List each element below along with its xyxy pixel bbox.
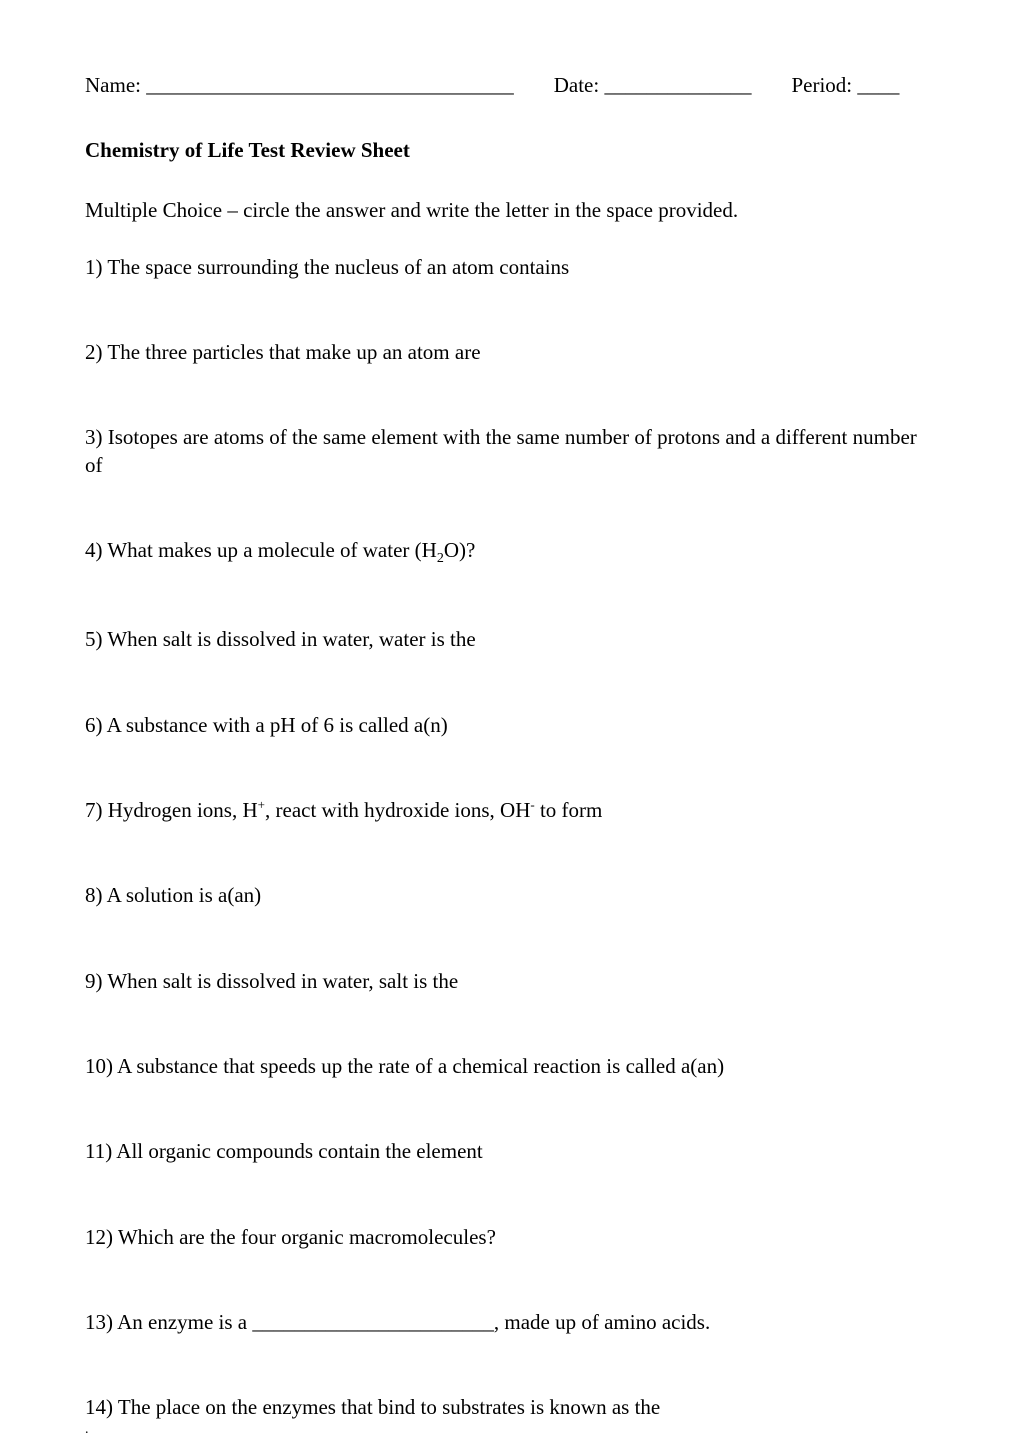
q7-text-pre: 7) Hydrogen ions, H bbox=[85, 798, 258, 822]
question-13: 13) An enzyme is a _____________________… bbox=[85, 1309, 935, 1336]
name-label: Name: __________________________________… bbox=[85, 72, 514, 99]
question-7: 7) Hydrogen ions, H+, react with hydroxi… bbox=[85, 797, 935, 824]
question-11: 11) All organic compounds contain the el… bbox=[85, 1138, 935, 1165]
q7-superscript-1: + bbox=[258, 797, 265, 812]
q7-text-mid: , react with hydroxide ions, OH bbox=[265, 798, 530, 822]
question-10: 10) A substance that speeds up the rate … bbox=[85, 1053, 935, 1080]
instructions: Multiple Choice – circle the answer and … bbox=[85, 197, 935, 224]
q4-subscript: 2 bbox=[437, 551, 444, 566]
q4-text-post: O)? bbox=[444, 538, 475, 562]
period-label: Period: ____ bbox=[791, 72, 899, 99]
document-title: Chemistry of Life Test Review Sheet bbox=[85, 137, 935, 164]
q7-text-post: to form bbox=[535, 798, 603, 822]
question-2: 2) The three particles that make up an a… bbox=[85, 339, 935, 366]
question-9: 9) When salt is dissolved in water, salt… bbox=[85, 968, 935, 995]
question-3: 3) Isotopes are atoms of the same elemen… bbox=[85, 424, 935, 479]
header-row: Name: __________________________________… bbox=[85, 72, 935, 99]
question-4: 4) What makes up a molecule of water (H2… bbox=[85, 537, 935, 568]
question-14: 14) The place on the enzymes that bind t… bbox=[85, 1394, 935, 1421]
question-12: 12) Which are the four organic macromole… bbox=[85, 1224, 935, 1251]
question-6: 6) A substance with a pH of 6 is called … bbox=[85, 712, 935, 739]
question-8: 8) A solution is a(an) bbox=[85, 882, 935, 909]
question-1: 1) The space surrounding the nucleus of … bbox=[85, 254, 935, 281]
question-5: 5) When salt is dissolved in water, wate… bbox=[85, 626, 935, 653]
date-label: Date: ______________ bbox=[554, 72, 752, 99]
q4-text-pre: 4) What makes up a molecule of water (H bbox=[85, 538, 437, 562]
trailing-dot: . bbox=[85, 1421, 935, 1439]
